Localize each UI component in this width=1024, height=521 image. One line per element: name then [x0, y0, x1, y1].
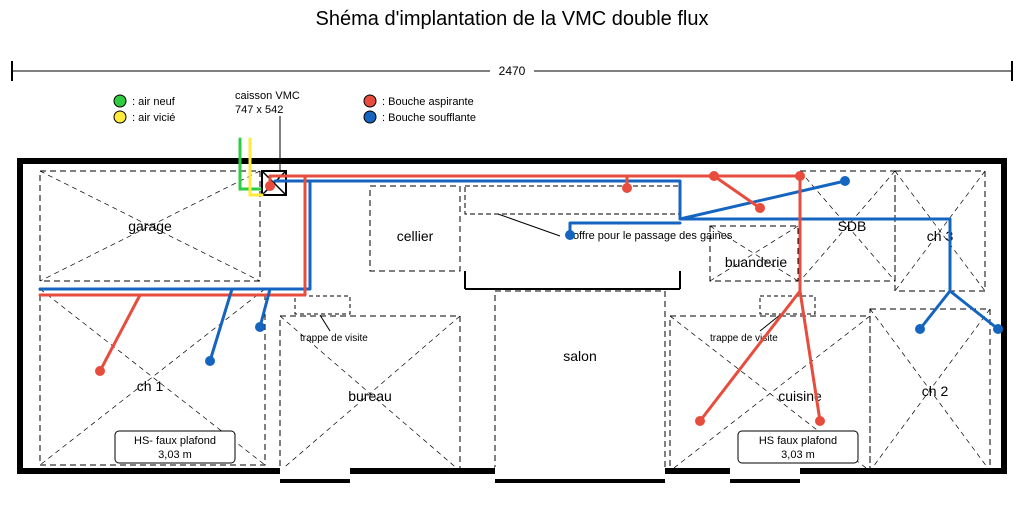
room-label-salon: salon [563, 348, 596, 364]
room-label-bureau: bureau [348, 388, 392, 404]
vent-blue-4 [915, 324, 925, 334]
door-2 [730, 467, 800, 475]
hs-label-1: HS- faux plafond [134, 435, 216, 447]
bouche_soufflante-legend-dot [364, 111, 376, 123]
vent-red-1 [265, 181, 275, 191]
hs-h-1: 3,03 m [158, 449, 192, 461]
air_neuf-legend-label: : air neuf [132, 96, 176, 108]
vent-blue-0 [205, 356, 215, 366]
vent-red-6 [695, 416, 705, 426]
hs-label-2: HS faux plafond [759, 435, 837, 447]
room-label-garage: garage [128, 218, 172, 234]
caisson-label: caisson VMC [235, 90, 300, 102]
air_vicie-legend-dot [114, 111, 126, 123]
vent-red-2 [622, 183, 632, 193]
vent-red-0 [95, 366, 105, 376]
caisson-dims: 747 x 542 [235, 104, 283, 116]
room-salon [495, 291, 665, 471]
vent-blue-5 [993, 324, 1003, 334]
air_vicie-legend-label: : air vicié [132, 112, 175, 124]
vent-red-3 [709, 171, 719, 181]
bouche_aspirante-legend-dot [364, 95, 376, 107]
room-label-buanderie: buanderie [725, 254, 787, 270]
vent-red-4 [755, 203, 765, 213]
air_neuf-legend-dot [114, 95, 126, 107]
room-label-ch1: ch 1 [137, 378, 164, 394]
bouche_soufflante-legend-label: : Bouche soufflante [382, 112, 476, 124]
coffre-label: Coffre pour le passage des gaines [565, 230, 733, 242]
vent-blue-3 [840, 176, 850, 186]
vent-red-7 [815, 416, 825, 426]
trappe-label-1: trappe de visite [300, 333, 368, 344]
room-label-ch2: ch 2 [922, 383, 949, 399]
door-1 [495, 467, 665, 475]
blue-ducts [40, 181, 998, 329]
building-outline [20, 161, 1004, 471]
trappe-0 [295, 296, 350, 314]
vent-red-5 [795, 171, 805, 181]
hs-h-2: 3,03 m [781, 449, 815, 461]
page-title: Shéma d'implantation de la VMC double fl… [0, 0, 1024, 31]
vmc-plan-diagram: 2470 : air neuf : air vicié : Bouche aspira… [0, 31, 1024, 521]
bouche_aspirante-legend-label: : Bouche aspirante [382, 96, 474, 108]
coffre-gaines [465, 186, 680, 214]
door-0 [280, 467, 350, 475]
room-label-cellier: cellier [397, 228, 434, 244]
dimension-label: 2470 [499, 64, 526, 78]
vent-blue-2 [565, 230, 575, 240]
vent-blue-1 [255, 322, 265, 332]
